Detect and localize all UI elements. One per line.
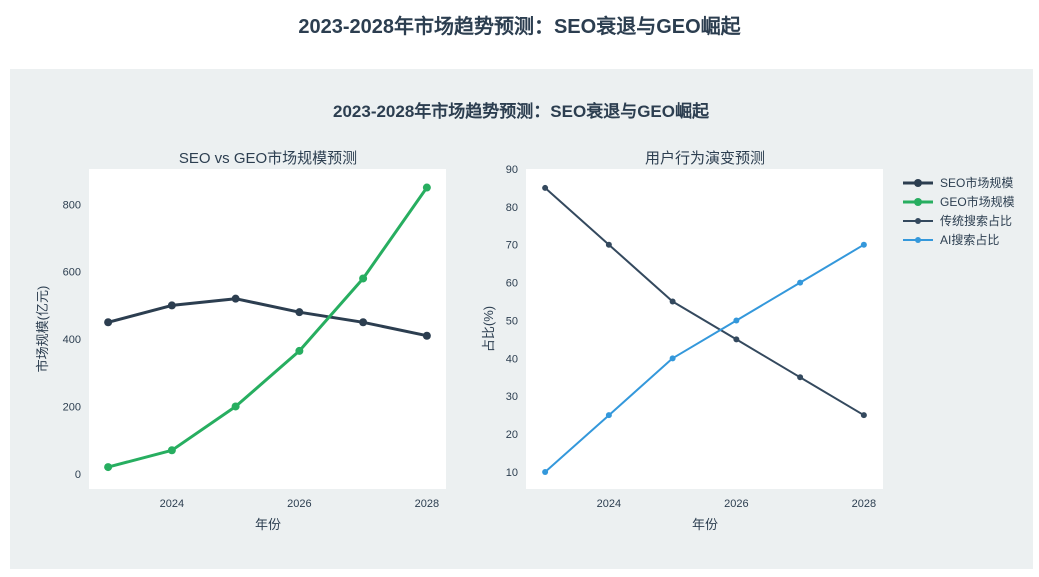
right-series-1-point <box>860 412 867 419</box>
legend-item-label: 传统搜索占比 <box>940 213 1012 228</box>
left-series-line-2 <box>107 186 429 469</box>
left-y-tick-label: 0 <box>75 469 81 481</box>
left-series-2-point <box>359 274 368 283</box>
left-series-1-point <box>104 318 113 327</box>
right-series-1-point <box>733 336 740 343</box>
left-series-2-point <box>231 402 240 411</box>
right-series-line-2 <box>544 243 865 473</box>
right-y-tick-label: 20 <box>506 429 518 441</box>
left-series-1-point <box>359 318 368 327</box>
figure-title: 2023-2028年市场趋势预测：SEO衰退与GEO崛起 <box>333 101 710 121</box>
left-y-axis-label: 市场规模(亿元) <box>35 286 50 373</box>
right-series-2-point <box>860 241 867 248</box>
left-chart-title: SEO vs GEO市场规模预测 <box>179 150 357 167</box>
chart-figure: 2023-2028年市场趋势预测：SEO衰退与GEO崛起 SEO vs GEO市… <box>35 101 1015 532</box>
left-x-axis-label: 年份 <box>255 517 281 532</box>
right-y-tick-label: 30 <box>506 391 518 403</box>
right-series-2-point <box>797 279 804 286</box>
left-series-2-point <box>167 446 176 455</box>
left-series-1-point <box>295 308 304 317</box>
right-x-tick-label: 2026 <box>724 498 748 510</box>
right-series-1-point <box>669 298 676 305</box>
chart-panel: 2023-2028年市场趋势预测：SEO衰退与GEO崛起 SEO vs GEO市… <box>10 69 1033 569</box>
right-y-axis-label: 占比(%) <box>481 306 496 352</box>
right-series-2-point <box>605 412 612 419</box>
right-y-tick-label: 90 <box>506 164 518 176</box>
left-x-tick-label: 2024 <box>160 498 184 510</box>
page-title: 2023-2028年市场趋势预测：SEO衰退与GEO崛起 <box>298 16 741 38</box>
right-y-tick-label: 60 <box>506 278 518 290</box>
right-series-2-point <box>733 317 740 324</box>
legend-item-label: AI搜索占比 <box>940 232 999 247</box>
left-series-1-point <box>231 294 240 303</box>
right-series-1-point <box>542 184 549 191</box>
legend-marker <box>914 179 922 187</box>
right-x-axis-label: 年份 <box>692 517 718 532</box>
left-series-1-point <box>167 301 176 310</box>
legend-item-label: GEO市场规模 <box>940 194 1015 209</box>
right-series-line-1 <box>544 187 865 417</box>
right-y-tick-label: 40 <box>506 353 518 365</box>
legend-item-label: SEO市场规模 <box>940 175 1013 190</box>
right-series-2-point <box>669 355 676 362</box>
legend-marker <box>914 198 922 206</box>
legend-marker <box>915 237 921 243</box>
right-x-tick-label: 2028 <box>852 498 876 510</box>
right-y-tick-label: 50 <box>506 315 518 327</box>
right-y-tick-label: 10 <box>506 467 518 479</box>
legend-marker <box>915 218 921 224</box>
left-x-tick-label: 2026 <box>287 498 311 510</box>
left-y-tick-label: 400 <box>63 334 81 346</box>
left-y-tick-label: 200 <box>63 401 81 413</box>
right-y-tick-label: 70 <box>506 240 518 252</box>
left-series-2-point <box>104 463 113 472</box>
left-series-1-point <box>422 331 431 340</box>
left-series-line-1 <box>107 297 428 338</box>
left-y-tick-label: 600 <box>63 267 81 279</box>
left-series-2-point <box>295 346 304 355</box>
right-series-1-point <box>797 374 804 381</box>
right-y-tick-label: 80 <box>506 202 518 214</box>
right-series-2-point <box>542 468 549 475</box>
left-series-2-point <box>422 183 431 192</box>
left-x-tick-label: 2028 <box>415 498 439 510</box>
right-chart-title: 用户行为演变预测 <box>645 150 765 167</box>
left-y-tick-label: 800 <box>63 199 81 211</box>
right-series-1-point <box>605 241 612 248</box>
left-plot-area <box>89 169 446 489</box>
right-x-tick-label: 2024 <box>597 498 621 510</box>
